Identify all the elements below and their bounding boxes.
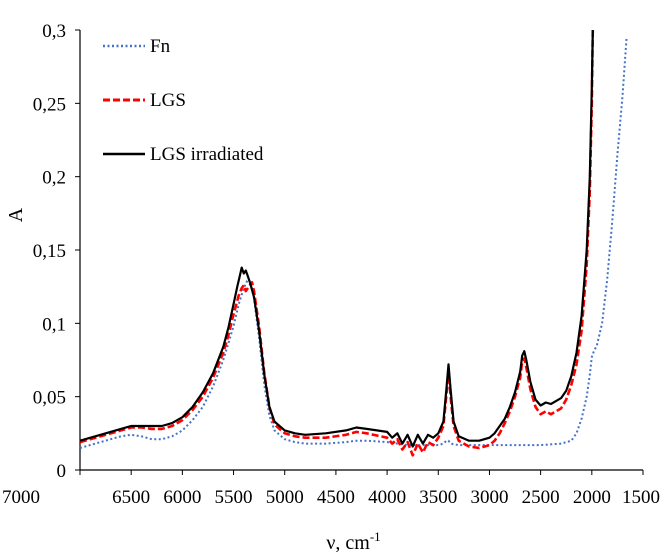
legend-label: LGS xyxy=(150,90,186,111)
x-tick-label: 4000 xyxy=(368,487,406,508)
y-tick-label: 0,1 xyxy=(42,314,66,335)
x-tick-label: 5500 xyxy=(215,487,253,508)
x-tick-label: 2500 xyxy=(522,487,560,508)
x-tick-label: 5000 xyxy=(266,487,304,508)
x-tick-label: 3000 xyxy=(470,487,508,508)
legend-label: LGS irradiated xyxy=(150,144,264,165)
x-axis-title-text: ν, cm xyxy=(326,532,370,554)
y-axis-title: A xyxy=(5,207,27,222)
x-tick-label: 6000 xyxy=(163,487,201,508)
y-tick-label: 0,25 xyxy=(33,94,66,115)
y-tick-label: 0 xyxy=(57,461,67,482)
x-axis-title: ν, cm-1 xyxy=(326,529,380,554)
x-tick-label: 4500 xyxy=(317,487,355,508)
x-tick-label: 1500 xyxy=(622,487,660,508)
series-line-fn xyxy=(79,37,628,449)
y-tick-label: 0,3 xyxy=(42,21,66,42)
legend-label: Fn xyxy=(150,36,171,57)
y-tick-label: 0,2 xyxy=(42,168,66,189)
x-tick-label: 7000 xyxy=(2,487,40,508)
y-tick-label: 0,05 xyxy=(33,388,66,409)
series-line-lgs-irradiated xyxy=(79,29,594,448)
x-tick-label: 6500 xyxy=(112,487,150,508)
series-line-lgs xyxy=(79,29,595,457)
x-tick-label: 3500 xyxy=(419,487,457,508)
x-axis-title-superscript: -1 xyxy=(370,529,381,544)
x-tick-label: 2000 xyxy=(573,487,611,508)
y-tick-label: 0,15 xyxy=(33,241,66,262)
